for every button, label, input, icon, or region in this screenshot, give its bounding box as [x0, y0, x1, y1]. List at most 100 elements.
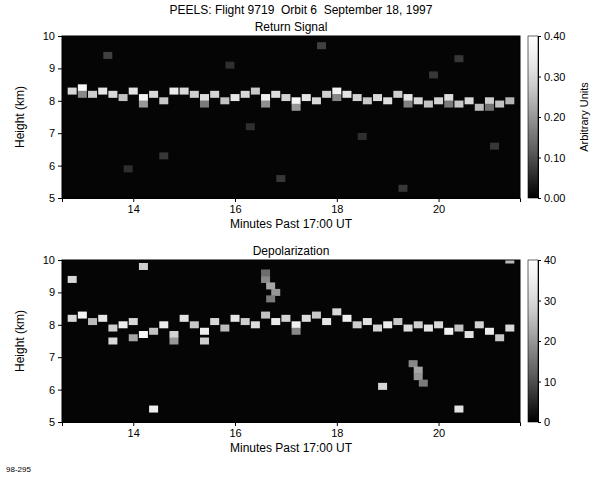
plot-background: [62, 36, 520, 198]
panel-title: Depolarization: [253, 244, 330, 258]
tick-mark: [538, 341, 541, 342]
x-axis: 14161820: [63, 422, 521, 439]
y-axis-title: Height (km): [13, 310, 27, 372]
cell: [312, 312, 321, 319]
cell: [241, 91, 250, 98]
tick-mark: [58, 133, 62, 134]
cell: [261, 276, 270, 283]
cell: [78, 84, 87, 91]
cell: [383, 321, 392, 328]
cell: [159, 97, 168, 104]
cell: [424, 325, 433, 332]
cell: [505, 260, 514, 264]
tick-mark: [133, 422, 134, 426]
cell: [383, 97, 392, 104]
tick: 18: [331, 198, 343, 215]
cell: [444, 94, 453, 101]
tick-label: 18: [331, 203, 343, 215]
axis-line: [63, 199, 521, 203]
cell: [159, 321, 168, 328]
tick-label: 20: [433, 427, 445, 439]
cell: [292, 321, 301, 328]
tick-mark: [439, 422, 440, 426]
cell: [444, 328, 453, 335]
cell: [220, 325, 229, 332]
tick: 14: [128, 422, 140, 439]
cell: [332, 88, 341, 95]
cell: [302, 94, 311, 101]
cell: [414, 321, 423, 328]
cell: [475, 321, 484, 328]
tick-mark: [538, 301, 541, 302]
tick-label: 16: [229, 203, 241, 215]
cell: [454, 325, 463, 332]
cell: [78, 312, 87, 319]
colorbar-axis: 010203040: [538, 254, 556, 428]
tick: 10: [43, 254, 62, 266]
tick-mark: [133, 198, 134, 202]
cells: [68, 42, 515, 192]
cell: [363, 97, 372, 104]
cell: [424, 101, 433, 108]
cell: [292, 328, 301, 335]
cell: [434, 321, 443, 328]
tick: 16: [229, 198, 241, 215]
x-axis: 14161820: [63, 198, 521, 215]
cell: [261, 101, 270, 108]
tick: 20: [433, 422, 445, 439]
cell: [139, 331, 148, 338]
tick-mark: [439, 198, 440, 202]
tick: 0.00: [538, 192, 565, 204]
panel: 141618205678910DepolarizationMinutes Pas…: [13, 244, 556, 455]
cell: [342, 91, 351, 98]
tick-mark: [538, 260, 541, 261]
cells: [68, 260, 515, 413]
axis-line: [58, 37, 63, 199]
tick-label: 0: [544, 416, 550, 428]
cell: [393, 318, 402, 325]
cell: [342, 315, 351, 322]
cell: [485, 104, 494, 111]
plot-frame: [62, 260, 520, 422]
cell: [373, 94, 382, 101]
tick: 30: [538, 295, 556, 307]
cell: [190, 91, 199, 98]
tick-mark: [58, 325, 62, 326]
cell: [317, 42, 326, 49]
cell: [108, 325, 117, 332]
tick-mark: [58, 198, 62, 199]
tick: 10: [538, 376, 556, 388]
tick: 10: [43, 30, 62, 42]
tick: 7: [49, 351, 62, 363]
cell: [180, 315, 189, 322]
tick: 20: [538, 335, 556, 347]
cell: [68, 88, 77, 95]
cell: [505, 97, 514, 104]
chart-title: PEELS: Flight 9719 Orbit 6 September 18,…: [170, 3, 433, 17]
tick-label: 9: [49, 62, 55, 74]
chart: PEELS: Flight 9719 Orbit 6 September 18,…: [0, 0, 602, 483]
plot-frame: [62, 36, 520, 198]
cell: [119, 321, 128, 328]
tick: 14: [128, 198, 140, 215]
tick-mark: [235, 198, 236, 202]
cell: [119, 94, 128, 101]
tick: 7: [49, 127, 62, 139]
tick-label: 0.00: [544, 192, 565, 204]
plot-background: [62, 260, 520, 422]
tick-mark: [235, 422, 236, 426]
cell: [276, 175, 285, 182]
cell: [429, 71, 438, 78]
tick-mark: [58, 357, 62, 358]
cell: [292, 104, 301, 111]
cell: [281, 315, 290, 322]
cell: [108, 338, 117, 345]
tick: 9: [49, 286, 62, 298]
tick-label: 10: [43, 30, 55, 42]
cell: [159, 152, 168, 159]
tick-mark: [337, 422, 338, 426]
cell: [180, 88, 189, 95]
tick: 6: [49, 384, 62, 396]
tick-label: 30: [544, 295, 556, 307]
cell: [149, 328, 158, 335]
